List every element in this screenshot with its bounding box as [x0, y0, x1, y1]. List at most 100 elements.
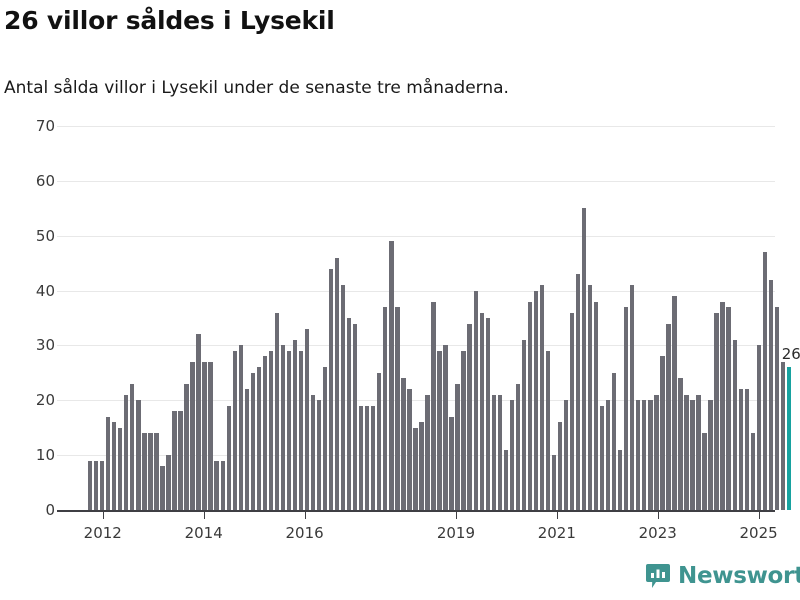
bar[interactable]: [166, 455, 171, 510]
bar[interactable]: [515, 383, 520, 510]
bar[interactable]: [666, 323, 671, 510]
bar[interactable]: [292, 339, 298, 510]
bar[interactable]: [298, 350, 304, 510]
bar[interactable]: [497, 394, 502, 510]
bar[interactable]: [539, 285, 545, 510]
bar[interactable]: [467, 323, 472, 510]
bar[interactable]: [672, 296, 677, 510]
bar[interactable]: [702, 433, 707, 510]
bar[interactable]: [316, 400, 322, 510]
bar[interactable]: [762, 252, 767, 510]
bar[interactable]: [768, 279, 773, 510]
bar[interactable]: [491, 394, 496, 510]
bar[interactable]: [100, 460, 105, 510]
bar[interactable]: [419, 422, 424, 510]
bar[interactable]: [88, 460, 93, 510]
bar[interactable]: [521, 339, 527, 510]
bar[interactable]: [232, 350, 237, 510]
bar[interactable]: [304, 328, 310, 510]
bar[interactable]: [654, 394, 659, 510]
bar[interactable]: [262, 356, 267, 510]
bar[interactable]: [593, 301, 599, 510]
bar[interactable]: [557, 422, 563, 510]
bar[interactable]: [160, 466, 165, 510]
bar[interactable]: [606, 400, 611, 510]
bar[interactable]: [587, 285, 593, 510]
bar[interactable]: [407, 389, 412, 510]
bar[interactable]: [563, 400, 569, 510]
bar[interactable]: [383, 307, 388, 510]
bar[interactable]: [244, 389, 249, 510]
bar[interactable]: [106, 416, 111, 510]
bar[interactable]: [365, 405, 370, 510]
bar[interactable]: [473, 290, 478, 510]
bar[interactable]: [172, 411, 177, 510]
bar[interactable]: [334, 257, 340, 510]
bar[interactable]: [118, 427, 123, 510]
bar[interactable]: [714, 312, 719, 510]
bar[interactable]: [359, 405, 364, 510]
bar[interactable]: [726, 307, 731, 510]
bar[interactable]: [238, 345, 243, 510]
bar[interactable]: [780, 361, 786, 510]
bar[interactable]: [148, 433, 153, 510]
bar[interactable]: [660, 356, 665, 510]
bar[interactable]: [377, 372, 382, 510]
bar[interactable]: [142, 433, 147, 510]
bar[interactable]: [310, 394, 316, 510]
bar[interactable]: [744, 389, 749, 510]
bar[interactable]: [208, 361, 213, 510]
bar[interactable]: [612, 372, 617, 510]
bar[interactable]: [190, 361, 195, 510]
bar[interactable]: [678, 378, 683, 510]
bar[interactable]: [449, 416, 454, 510]
bar[interactable]: [286, 350, 292, 510]
bar[interactable]: [184, 383, 189, 510]
bar[interactable]: [696, 394, 701, 510]
bar[interactable]: [202, 361, 207, 510]
bar[interactable]: [599, 405, 605, 510]
bar[interactable]: [545, 350, 551, 510]
bar[interactable]: [618, 449, 623, 510]
bar[interactable]: [437, 350, 442, 510]
bar[interactable]: [461, 350, 466, 510]
bar[interactable]: [630, 285, 635, 510]
bar[interactable]: [569, 312, 575, 510]
bar[interactable]: [575, 274, 581, 510]
bar[interactable]: [581, 208, 587, 510]
bar[interactable]: [328, 268, 334, 510]
bar[interactable]: [353, 323, 358, 510]
bar[interactable]: [642, 400, 647, 510]
bar[interactable]: [732, 339, 737, 510]
bar[interactable]: [774, 307, 779, 510]
bar[interactable]: [413, 427, 418, 510]
bar[interactable]: [220, 460, 225, 510]
bar[interactable]: [371, 405, 376, 510]
bar[interactable]: [322, 367, 328, 510]
bar[interactable]: [648, 400, 653, 510]
bar[interactable]: [401, 378, 406, 510]
bar[interactable]: [636, 400, 641, 510]
bar[interactable]: [214, 460, 219, 510]
bar-highlighted[interactable]: [786, 367, 792, 510]
bar[interactable]: [509, 400, 514, 510]
bar[interactable]: [708, 400, 713, 510]
bar[interactable]: [756, 345, 761, 510]
bar[interactable]: [551, 455, 557, 510]
bar[interactable]: [250, 372, 255, 510]
bar[interactable]: [443, 345, 448, 510]
bar[interactable]: [178, 411, 183, 510]
bar[interactable]: [485, 318, 490, 510]
bar[interactable]: [112, 422, 117, 510]
bar[interactable]: [431, 301, 436, 510]
bar[interactable]: [684, 394, 689, 510]
bar[interactable]: [738, 389, 743, 510]
bar[interactable]: [280, 345, 286, 510]
bar[interactable]: [527, 301, 533, 510]
bar[interactable]: [479, 312, 484, 510]
bar[interactable]: [395, 307, 400, 510]
bar[interactable]: [389, 241, 394, 510]
bar[interactable]: [624, 307, 629, 510]
bar[interactable]: [425, 394, 430, 510]
bar[interactable]: [503, 449, 508, 510]
